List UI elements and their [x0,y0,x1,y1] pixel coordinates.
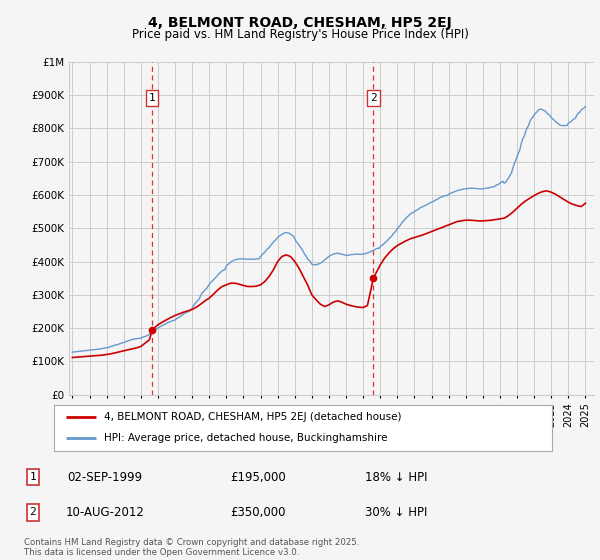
Text: 10-AUG-2012: 10-AUG-2012 [65,506,145,519]
Text: Contains HM Land Registry data © Crown copyright and database right 2025.
This d: Contains HM Land Registry data © Crown c… [24,538,359,557]
Text: 02-SEP-1999: 02-SEP-1999 [67,470,143,484]
Text: 1: 1 [29,472,37,482]
Text: £195,000: £195,000 [230,470,286,484]
Text: Price paid vs. HM Land Registry's House Price Index (HPI): Price paid vs. HM Land Registry's House … [131,28,469,41]
Text: 30% ↓ HPI: 30% ↓ HPI [365,506,427,519]
Text: £350,000: £350,000 [230,506,286,519]
Text: 2: 2 [29,507,37,517]
Text: 1: 1 [149,94,155,103]
Text: 4, BELMONT ROAD, CHESHAM, HP5 2EJ: 4, BELMONT ROAD, CHESHAM, HP5 2EJ [148,16,452,30]
Text: 4, BELMONT ROAD, CHESHAM, HP5 2EJ (detached house): 4, BELMONT ROAD, CHESHAM, HP5 2EJ (detac… [104,412,401,422]
Text: 18% ↓ HPI: 18% ↓ HPI [365,470,427,484]
Text: 2: 2 [370,94,377,103]
Text: HPI: Average price, detached house, Buckinghamshire: HPI: Average price, detached house, Buck… [104,433,388,444]
